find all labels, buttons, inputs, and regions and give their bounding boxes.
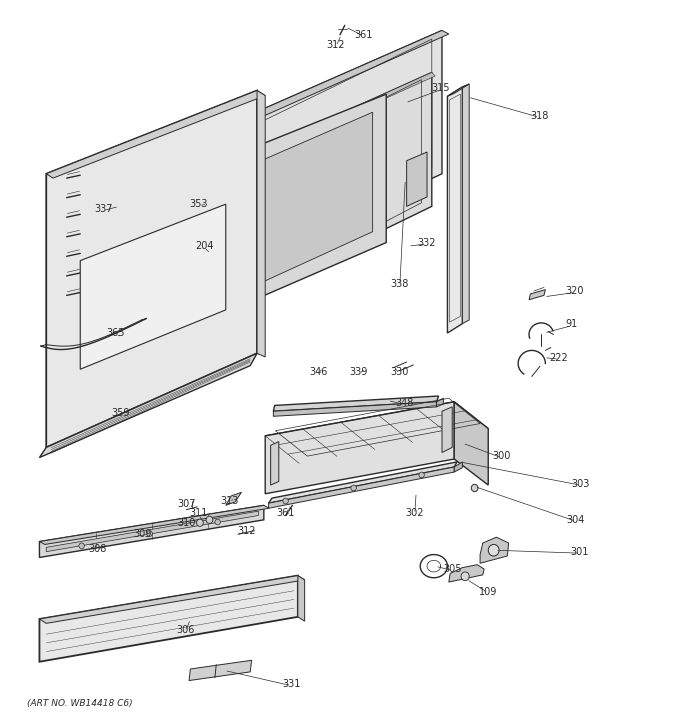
Text: 337: 337 bbox=[94, 204, 113, 214]
Text: 338: 338 bbox=[390, 279, 409, 289]
Text: 305: 305 bbox=[443, 564, 462, 574]
Circle shape bbox=[206, 516, 213, 523]
Circle shape bbox=[79, 543, 84, 549]
Text: 330: 330 bbox=[390, 367, 409, 377]
Text: 312: 312 bbox=[326, 40, 345, 50]
Text: (ART NO. WB14418 C6): (ART NO. WB14418 C6) bbox=[27, 699, 133, 708]
Circle shape bbox=[351, 485, 356, 491]
Polygon shape bbox=[218, 112, 373, 303]
Polygon shape bbox=[298, 576, 305, 621]
Text: 365: 365 bbox=[106, 328, 125, 338]
Text: 331: 331 bbox=[282, 679, 301, 689]
Polygon shape bbox=[447, 87, 462, 333]
Polygon shape bbox=[265, 402, 454, 494]
Polygon shape bbox=[447, 84, 469, 96]
Text: 311: 311 bbox=[189, 508, 208, 518]
Text: 304: 304 bbox=[566, 515, 585, 525]
Text: 306: 306 bbox=[176, 625, 195, 635]
Polygon shape bbox=[257, 90, 265, 357]
Text: 320: 320 bbox=[565, 286, 584, 296]
Circle shape bbox=[197, 519, 203, 526]
Polygon shape bbox=[80, 204, 226, 369]
Polygon shape bbox=[480, 537, 509, 563]
Text: 222: 222 bbox=[549, 353, 568, 363]
Circle shape bbox=[419, 472, 424, 478]
Polygon shape bbox=[39, 505, 264, 557]
Polygon shape bbox=[203, 94, 386, 322]
Text: 309: 309 bbox=[133, 529, 152, 539]
Polygon shape bbox=[269, 462, 457, 503]
Circle shape bbox=[471, 484, 478, 492]
Circle shape bbox=[147, 531, 152, 536]
Polygon shape bbox=[454, 462, 462, 472]
Text: 310: 310 bbox=[177, 518, 196, 528]
Text: 348: 348 bbox=[395, 398, 414, 408]
Polygon shape bbox=[529, 290, 545, 300]
Polygon shape bbox=[39, 576, 298, 662]
Polygon shape bbox=[189, 660, 252, 681]
Text: 339: 339 bbox=[349, 367, 368, 377]
Text: 361: 361 bbox=[354, 30, 373, 40]
Polygon shape bbox=[265, 402, 488, 463]
Text: 359: 359 bbox=[112, 408, 131, 418]
Text: 318: 318 bbox=[530, 111, 549, 121]
Text: 301: 301 bbox=[570, 547, 589, 557]
Polygon shape bbox=[231, 72, 432, 304]
Polygon shape bbox=[39, 576, 305, 623]
Polygon shape bbox=[231, 72, 435, 167]
Text: 332: 332 bbox=[417, 237, 436, 248]
Text: 312: 312 bbox=[237, 526, 256, 536]
Circle shape bbox=[215, 519, 220, 525]
Circle shape bbox=[461, 572, 469, 581]
Text: 300: 300 bbox=[492, 451, 511, 461]
Polygon shape bbox=[437, 398, 443, 407]
Polygon shape bbox=[226, 492, 241, 505]
Text: 346: 346 bbox=[309, 367, 328, 377]
Polygon shape bbox=[46, 511, 258, 552]
Polygon shape bbox=[39, 505, 269, 544]
Circle shape bbox=[283, 498, 288, 504]
Polygon shape bbox=[271, 442, 279, 485]
Text: 361: 361 bbox=[276, 508, 295, 518]
Text: 313: 313 bbox=[220, 496, 239, 506]
Text: 303: 303 bbox=[571, 479, 590, 489]
Polygon shape bbox=[213, 171, 299, 281]
Polygon shape bbox=[273, 402, 437, 416]
Text: 308: 308 bbox=[88, 544, 107, 554]
Polygon shape bbox=[442, 407, 452, 452]
Circle shape bbox=[488, 544, 499, 556]
Polygon shape bbox=[203, 161, 307, 291]
Text: 109: 109 bbox=[479, 586, 498, 597]
Polygon shape bbox=[462, 84, 469, 324]
Text: 307: 307 bbox=[177, 499, 197, 509]
Polygon shape bbox=[449, 565, 484, 582]
Text: 204: 204 bbox=[194, 241, 214, 251]
Polygon shape bbox=[46, 90, 265, 178]
Text: 315: 315 bbox=[431, 83, 450, 93]
Polygon shape bbox=[273, 396, 439, 411]
Polygon shape bbox=[46, 90, 257, 447]
Polygon shape bbox=[39, 353, 257, 458]
Polygon shape bbox=[231, 30, 449, 127]
Text: 91: 91 bbox=[565, 319, 577, 329]
Polygon shape bbox=[454, 402, 488, 485]
Polygon shape bbox=[407, 152, 427, 206]
Text: 353: 353 bbox=[189, 199, 208, 209]
Polygon shape bbox=[231, 30, 442, 272]
Polygon shape bbox=[269, 467, 454, 508]
Text: 302: 302 bbox=[405, 508, 424, 518]
